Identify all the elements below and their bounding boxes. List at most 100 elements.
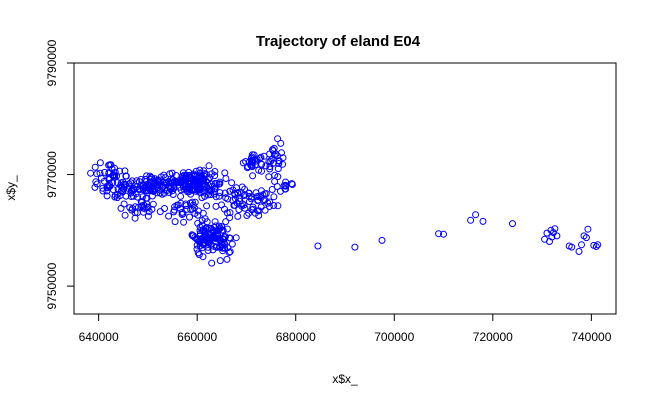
data-point [222, 218, 230, 226]
data-point [194, 219, 202, 227]
data-point [268, 186, 276, 193]
x-tick-label: 640000 [79, 330, 119, 344]
y-tick-label: 9750000 [45, 262, 59, 309]
data-point [241, 191, 249, 199]
data-point [180, 218, 188, 226]
data-point [229, 186, 237, 194]
data-point [171, 218, 179, 226]
data-point [584, 225, 592, 233]
data-point [119, 178, 127, 186]
data-point [163, 186, 171, 194]
data-point [249, 203, 257, 211]
data-point [215, 225, 223, 233]
data-point [288, 180, 296, 188]
data-point [178, 208, 186, 216]
data-point [245, 209, 253, 217]
data-point [575, 248, 583, 255]
data-point [198, 194, 206, 202]
data-point [265, 158, 273, 166]
data-point [191, 186, 199, 194]
data-point [91, 163, 99, 171]
data-point [103, 192, 111, 200]
x-tick-label: 680000 [276, 330, 316, 344]
data-point [128, 186, 136, 194]
data-point [142, 175, 149, 183]
data-point [226, 214, 234, 222]
data-point [158, 190, 166, 198]
data-point [184, 186, 192, 194]
data-point [265, 203, 273, 210]
data-point [167, 185, 175, 193]
data-point [119, 185, 127, 193]
data-point [582, 234, 590, 242]
data-point [547, 226, 555, 234]
data-point [281, 185, 289, 193]
data-point [194, 249, 202, 257]
data-point [275, 157, 283, 165]
data-point [185, 188, 193, 196]
data-point [215, 192, 223, 200]
data-point [212, 193, 220, 201]
data-point [101, 168, 109, 176]
data-point [174, 201, 182, 209]
y-axis-label: x$y_ [4, 175, 18, 201]
data-point [143, 194, 151, 202]
data-point [225, 249, 233, 256]
data-point [153, 179, 161, 187]
data-point [188, 231, 196, 239]
data-point [551, 225, 559, 233]
data-point [160, 178, 168, 186]
data-point [170, 208, 178, 216]
data-point [209, 234, 217, 242]
data-point [199, 226, 207, 234]
data-point [191, 210, 199, 217]
data-point [255, 166, 263, 174]
data-point [134, 193, 142, 201]
data-point [221, 189, 229, 197]
data-point [216, 180, 224, 188]
data-point [253, 193, 261, 201]
data-point [274, 165, 282, 173]
data-point [194, 235, 202, 243]
data-point [182, 202, 190, 210]
data-point [134, 203, 142, 211]
chart-title: Trajectory of eland E04 [256, 33, 421, 50]
data-point [165, 177, 172, 185]
data-point [116, 167, 124, 175]
data-point [256, 154, 264, 162]
data-point [199, 253, 207, 261]
data-points [87, 135, 602, 267]
data-point [270, 193, 278, 201]
data-point [213, 243, 221, 251]
data-point [251, 209, 259, 217]
data-point [139, 204, 147, 212]
data-point [139, 186, 147, 194]
data-point [198, 175, 206, 183]
data-point [245, 198, 253, 206]
data-point [216, 257, 224, 265]
data-point [274, 202, 282, 210]
data-point [208, 180, 215, 188]
data-point [250, 151, 258, 159]
data-point [183, 205, 191, 213]
data-point [222, 175, 230, 182]
data-point [216, 189, 224, 197]
data-point [169, 187, 176, 195]
data-point [269, 159, 277, 167]
data-point [179, 210, 187, 218]
data-point [479, 217, 487, 225]
data-point [169, 191, 177, 198]
data-point [106, 161, 114, 169]
data-point [133, 177, 141, 185]
data-point [435, 230, 443, 238]
x-tick-label: 660000 [177, 330, 217, 344]
data-point [245, 192, 253, 200]
data-point [168, 177, 175, 185]
data-point [144, 187, 152, 195]
data-point [467, 216, 475, 224]
data-point [116, 192, 124, 199]
plot-frame [73, 62, 617, 315]
data-point [274, 135, 282, 143]
data-point [226, 209, 234, 217]
